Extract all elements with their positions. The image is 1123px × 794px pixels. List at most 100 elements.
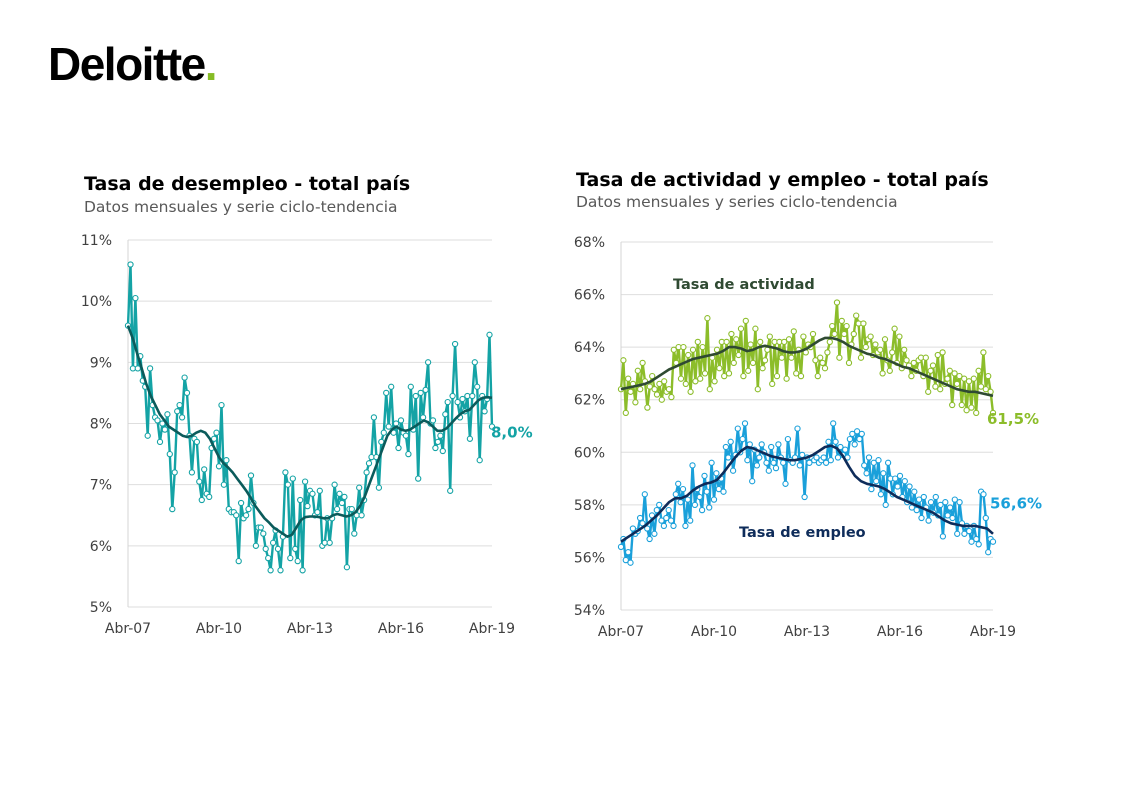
chart2-employment-point	[920, 493, 927, 501]
chart2-activity-point	[910, 359, 917, 367]
chart1-y-tick-label: 11%	[81, 233, 112, 249]
chart1-monthly-point	[380, 429, 387, 436]
chart2-activity-point	[884, 357, 891, 364]
chart2-activity-point	[646, 383, 653, 390]
chart1-monthly-point	[274, 545, 282, 553]
chart2-employment-point	[763, 459, 770, 466]
chart2-employment-point	[627, 559, 634, 566]
chart2-employment-point	[896, 472, 904, 480]
chart2-employment-point	[632, 530, 639, 537]
chart2-employment-point	[968, 538, 975, 545]
chart2-activity-point	[963, 407, 970, 414]
chart2-activity-point	[745, 367, 752, 374]
chart1-monthly-point	[447, 487, 454, 494]
chart1-monthly-point	[432, 444, 439, 452]
chart2-employment-point	[706, 504, 713, 511]
chart1-monthly-point	[154, 417, 161, 424]
chart2-employment-point	[894, 483, 901, 490]
chart1-monthly-point	[397, 417, 405, 424]
chart2-activity-point	[850, 330, 857, 338]
chart2-activity-point	[723, 338, 730, 346]
chart1-monthly-point	[444, 398, 451, 406]
chart2-employment-point	[708, 459, 715, 466]
chart1-monthly-point	[392, 420, 400, 427]
chart2-employment-point	[806, 459, 813, 466]
chart2-x-tick-label: Abr-19	[970, 624, 1016, 640]
chart1-monthly-point	[439, 447, 446, 455]
chart2-employment-point	[651, 530, 658, 537]
chart2-activity-point	[833, 299, 841, 306]
chart2-employment-point	[846, 435, 854, 443]
chart1-monthly-point	[383, 389, 390, 397]
chart2-activity-point	[896, 333, 903, 340]
chart2-activity-point	[704, 315, 711, 322]
chart2-activity-point	[968, 404, 975, 411]
chart2-activity-point	[805, 341, 812, 348]
chart2-employment-point	[849, 430, 856, 438]
chart1-monthly-point	[257, 524, 264, 531]
chart2-employment-point	[760, 449, 768, 456]
chart2-employment-point	[622, 556, 629, 564]
chart2-employment-point	[744, 457, 751, 464]
chart2-employment-point	[856, 435, 863, 443]
chart2-activity-point	[634, 367, 641, 374]
chart1-monthly-point	[299, 567, 306, 574]
chart1-monthly-point	[388, 383, 395, 390]
chart2-employment-point	[715, 485, 722, 493]
chart2-employment-point	[782, 480, 789, 487]
chart1-monthly-point	[301, 478, 309, 485]
chart1-monthly-point	[474, 383, 481, 390]
chart2-y-tick-label: 58%	[574, 498, 605, 514]
chart1-monthly-point	[442, 411, 449, 418]
chart2-activity-point	[735, 351, 742, 359]
chart2-employment-point	[753, 462, 761, 469]
chart2-activity-point	[841, 330, 848, 338]
chart1-monthly-point	[196, 478, 203, 485]
chart2-activity-point	[934, 351, 941, 359]
chart2-employment-point	[799, 451, 806, 459]
chart2-employment-point	[837, 443, 844, 451]
chart2-activity-point	[776, 338, 783, 346]
chart2-activity-point	[845, 359, 853, 367]
chart1-y-tick-label: 7%	[90, 478, 112, 494]
chart1-monthly-point	[269, 539, 277, 546]
chart2-employment-point	[977, 488, 985, 495]
chart2-activity-point	[961, 375, 968, 382]
chart2-employment-point	[732, 451, 739, 459]
chart2-employment-point	[670, 522, 677, 530]
chart2-activity-point	[747, 341, 754, 348]
chart2-activity-point	[641, 378, 649, 385]
chart1-x-tick-label: Abr-13	[287, 621, 333, 637]
chart1-monthly-point	[218, 401, 225, 409]
chart2-employment-point	[698, 506, 706, 514]
chart2-activity-point	[687, 388, 694, 395]
chart2-activity-point	[980, 349, 987, 356]
chart2-activity-point	[733, 336, 740, 343]
chart2-activity-point	[694, 338, 701, 346]
chart2-x-tick-label: Abr-10	[691, 624, 737, 640]
chart2-activity-point	[673, 359, 680, 367]
chart2-x-tick-label: Abr-16	[877, 624, 923, 640]
chart2-activity-point	[749, 359, 757, 367]
chart2-activity-point	[944, 375, 951, 382]
chart2-activity-point	[699, 343, 706, 351]
chart2-activity-point	[653, 391, 661, 398]
chart2-activity-point	[903, 357, 910, 364]
chart2-activity-point	[908, 372, 915, 380]
chart2-employment-point	[820, 454, 827, 461]
chart2-employment-point	[818, 457, 825, 464]
chart2-employment-trend-line	[620, 444, 994, 543]
chart2-employment-point	[734, 425, 741, 432]
chart2-activity-point	[625, 375, 632, 382]
chart2-activity-point	[773, 372, 781, 380]
chart2-activity-point	[795, 346, 802, 353]
chart2-activity-point	[711, 378, 718, 385]
chart2-activity-point	[754, 386, 761, 393]
chart2-employment-point	[954, 530, 961, 537]
chart2-employment-point	[901, 478, 908, 485]
chart2-employment-point	[918, 514, 925, 522]
chart2-employment-point	[813, 454, 820, 461]
chart1-monthly-point	[210, 435, 218, 442]
chart2-employment-point	[658, 517, 665, 524]
chart2-employment-point	[927, 499, 935, 506]
